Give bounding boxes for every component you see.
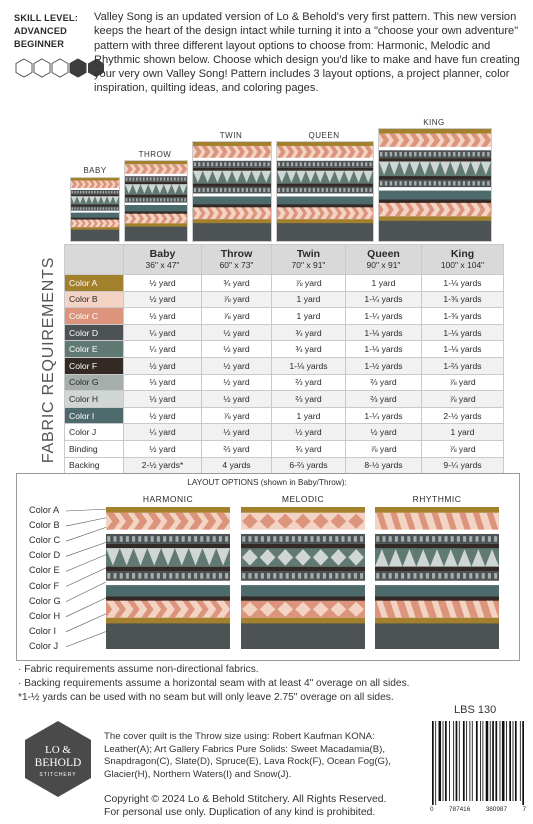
layout-caption-rhythmic: RHYTHMIC — [412, 494, 462, 504]
column-header-queen: Queen 90" x 91" — [345, 244, 422, 275]
table-cell: 4 yards — [201, 456, 272, 475]
note-backing: · Backing requirements assume a horizont… — [18, 678, 410, 689]
row-label: Color F — [64, 356, 124, 375]
row-label: Color G — [64, 373, 124, 392]
layout-color-label: Color A — [29, 505, 60, 515]
layout-color-label: Color E — [29, 565, 60, 576]
copyright: Copyright © 2024 Lo & Behold Stitchery. … — [104, 793, 434, 819]
layout-caption-melodic: MELODIC — [281, 494, 325, 504]
barcode-icon — [432, 721, 524, 805]
quilt-preview-baby — [70, 177, 120, 242]
skill-hexagon-filled-icon — [88, 59, 104, 77]
layout-color-label: Color B — [29, 520, 60, 531]
layout-color-label: Color H — [29, 610, 61, 621]
row-label: Binding — [64, 439, 124, 458]
fabric-requirements-table: Baby 36" x 47" Throw 60" x 73" Twin 70" x 9… — [64, 244, 504, 475]
table-row: Binding ½ yard ⅔ yard ¾ yard ⅞ yard ⅞ yard — [64, 439, 504, 458]
row-label: Color B — [64, 290, 124, 309]
quilt-caption-throw: THROW — [138, 150, 172, 159]
layout-color-label: Color G — [29, 595, 61, 606]
skill-value: ADVANCED BEGINNER — [14, 26, 67, 49]
column-header-twin: Twin 70" x 91" — [271, 244, 346, 275]
layout-color-label: Color C — [29, 535, 61, 546]
table-cell: ⅔ yard — [345, 390, 422, 408]
cover-quilt-note: The cover quilt is the Throw size using:… — [104, 731, 391, 780]
pattern-code: LBS 130 — [454, 704, 497, 716]
quilt-preview-king — [378, 128, 492, 242]
skill-label: SKILL LEVEL: — [14, 13, 78, 23]
quilt-caption-king: KING — [423, 118, 445, 127]
table-cell: 1 yard — [421, 423, 504, 441]
layout-color-label: Color D — [29, 550, 61, 561]
table-cell: 2-½ yards* — [123, 456, 202, 475]
quilt-caption-baby: BABY — [83, 166, 107, 175]
quilt-preview-twin — [192, 141, 272, 242]
layout-options-box — [16, 473, 520, 661]
table-cell: ½ yard — [201, 423, 272, 441]
table-cell: ⅞ yard — [201, 290, 272, 309]
table-cell: ½ yard — [271, 423, 346, 441]
layout-color-label: Color F — [29, 580, 60, 591]
table-cell: ½ yard — [201, 356, 272, 375]
table-row: Backing 2-½ yards* 4 yards 6-⅔ yards 8-½ yar… — [64, 456, 504, 475]
row-label: Color H — [64, 390, 124, 408]
column-header-king: King 100" x 104" — [421, 244, 504, 275]
layout-caption-harmonic: HARMONIC — [142, 494, 194, 504]
table-cell: ½ yard — [345, 423, 422, 441]
table-cell: 1-⅛ yards — [271, 356, 346, 375]
table-cell: 1-⅛ yards — [345, 323, 422, 342]
quilt-preview-queen — [276, 141, 374, 242]
logo-line-1: LO & — [45, 744, 71, 756]
column-header-baby: Baby 36" x 47" — [123, 244, 202, 275]
layout-color-label: Color I — [29, 625, 57, 636]
table-cell: ½ yard — [201, 323, 272, 342]
layout-rhythmic-quilt — [375, 507, 499, 649]
row-label: Color I — [64, 406, 124, 425]
quilt-caption-queen: QUEEN — [308, 131, 340, 140]
layout-melodic-quilt — [241, 507, 365, 649]
barcode-digits: 0 787416 380987 7 — [430, 806, 526, 813]
logo-line-2: BEHOLD — [35, 757, 82, 769]
copyright-line-1: Copyright © 2024 Lo & Behold Stitchery. … — [104, 794, 387, 805]
intro-text: Valley Song is an updated version of Lo … — [94, 11, 520, 95]
quilt-preview-throw — [124, 160, 188, 242]
note-fabric: · Fabric requirements assume non-directi… — [18, 664, 259, 675]
table-header-row: Baby 36" x 47" Throw 60" x 73" Twin 70" x 9… — [64, 244, 504, 275]
table-cell: 1-⅛ yards — [421, 323, 504, 342]
table-cell: ⅞ yard — [421, 390, 504, 408]
quilt-caption-twin: TWIN — [219, 131, 243, 140]
table-cell: ¼ yard — [123, 323, 202, 342]
table-cell: ½ yard — [123, 290, 202, 309]
skill-hexagons-icon — [15, 58, 87, 78]
table-cell: 1 yard — [271, 290, 346, 309]
row-label: Backing — [64, 456, 124, 475]
lo-behold-logo: LO & BEHOLD STITCHERY — [25, 721, 91, 797]
note-seam: *1-½ yards can be used with no seam but … — [18, 692, 394, 703]
layout-color-label: Color J — [29, 640, 59, 651]
logo-line-3: STITCHERY — [39, 772, 76, 778]
layout-options-title: LAYOUT OPTIONS (shown in Baby/Throw): — [187, 478, 347, 487]
copyright-line-2: For personal use only. Duplication of an… — [104, 807, 376, 818]
layout-harmonic-quilt — [106, 507, 230, 649]
skill-level: SKILL LEVEL: ADVANCED BEGINNER — [14, 12, 96, 51]
table-cell: 9-¼ yards — [421, 456, 504, 475]
